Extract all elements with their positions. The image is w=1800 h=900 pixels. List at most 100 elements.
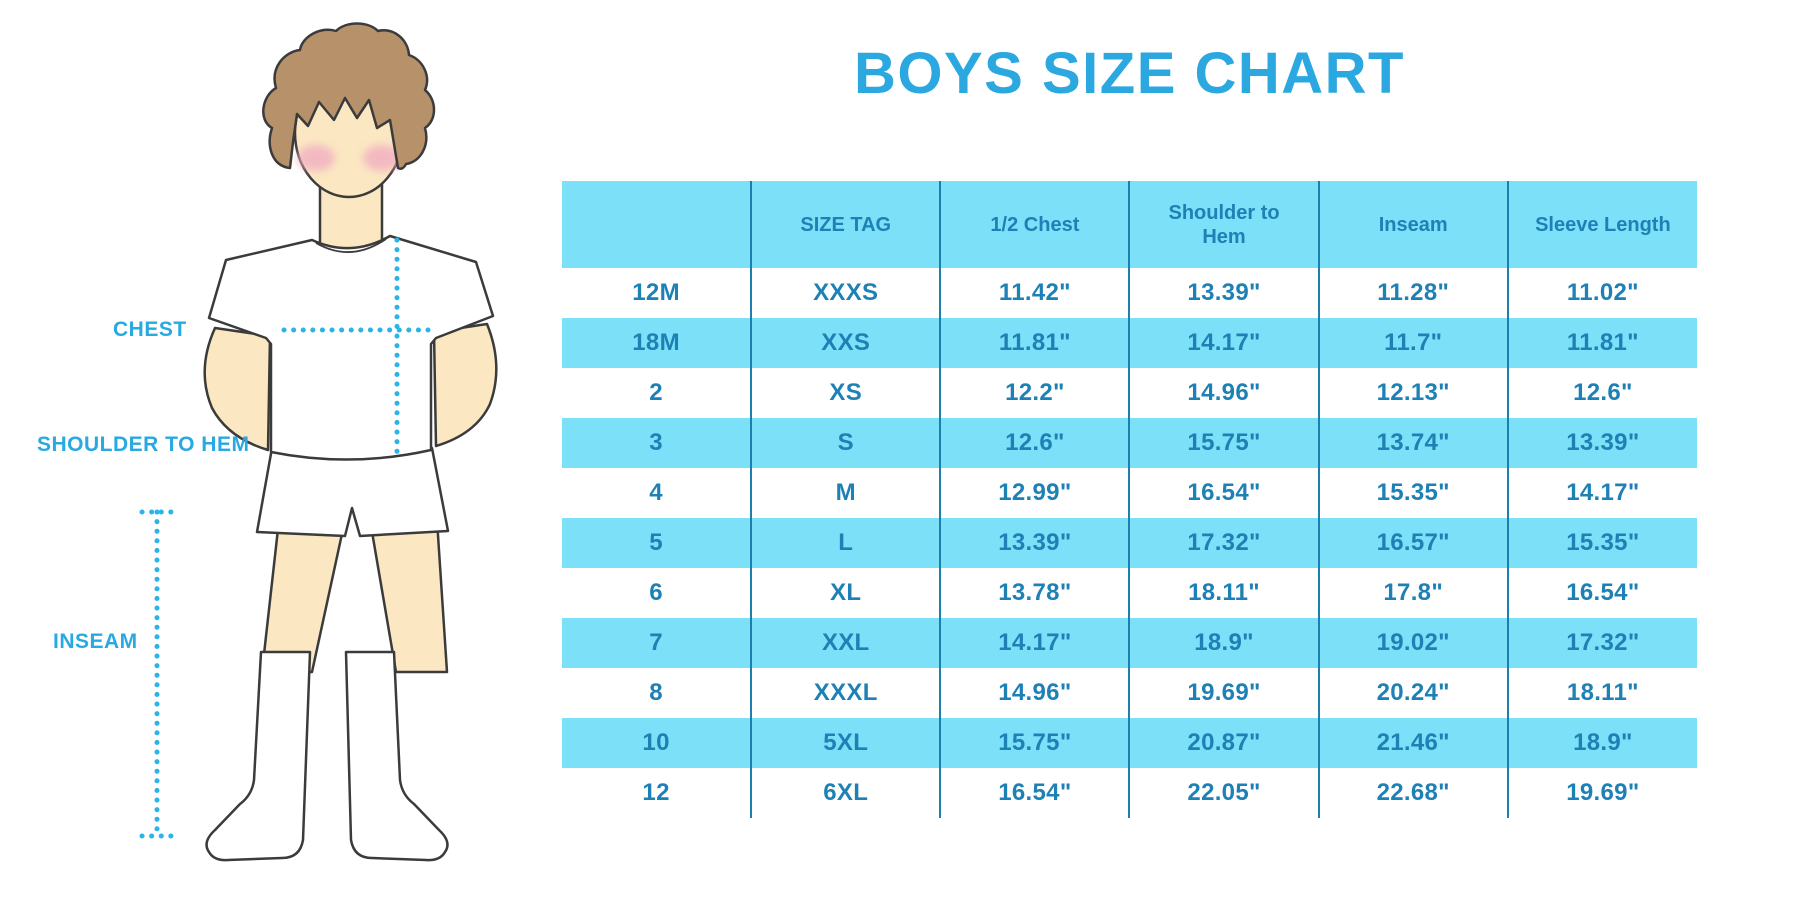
boy-shorts (255, 446, 450, 538)
cell-size-tag: XS (750, 368, 941, 418)
cell-size-tag: XXXL (750, 668, 941, 718)
cell-half-chest: 14.17" (939, 618, 1130, 668)
cell-inseam: 16.57" (1317, 518, 1508, 568)
boy-left-sock (205, 650, 312, 862)
cell-shoulder-to-hem: 14.96" (1128, 368, 1319, 418)
boy-figure-drawing (139, 22, 498, 862)
cell-sleeve-length: 18.11" (1506, 668, 1697, 718)
cell-size-tag: XL (750, 568, 941, 618)
cell-age: 8 (649, 679, 663, 706)
cell-half-chest: 11.42" (939, 268, 1130, 318)
shoulder-to-hem-label: SHOULDER TO HEM (37, 433, 250, 456)
cell-shoulder-to-hem: 19.69" (1128, 668, 1319, 718)
cell-shoulder-to-hem: 18.9" (1128, 618, 1319, 668)
cell-size-tag: M (750, 468, 941, 518)
cell-sleeve-length: 17.32" (1506, 618, 1697, 668)
table-row-3: 3 S 12.6" 15.75" 13.74" 13.39" (562, 418, 1697, 468)
size-table: SIZE TAG 1/2 Chest Shoulder to Hem Insea… (562, 181, 1697, 818)
cell-sleeve-length: 18.9" (1506, 718, 1697, 768)
cell-sleeve-length: 14.17" (1506, 468, 1697, 518)
cell-inseam: 11.28" (1317, 268, 1508, 318)
inseam-label: INSEAM (53, 630, 138, 653)
cell-sleeve-length: 13.39" (1506, 418, 1697, 468)
cell-half-chest: 12.2" (939, 368, 1130, 418)
size-table-header: SIZE TAG 1/2 Chest Shoulder to Hem Insea… (562, 181, 1697, 268)
table-row-7: 7 XXL 14.17" 18.9" 19.02" 17.32" (562, 618, 1697, 668)
cell-age: 18M (632, 329, 680, 356)
cell-half-chest: 13.78" (939, 568, 1130, 618)
chest-label: CHEST (113, 318, 187, 341)
cell-half-chest: 14.96" (939, 668, 1130, 718)
cell-shoulder-to-hem: 14.17" (1128, 318, 1319, 368)
table-row-2: 2 XS 12.2" 14.96" 12.13" 12.6" (562, 368, 1697, 418)
cell-shoulder-to-hem: 16.54" (1128, 468, 1319, 518)
boy-tshirt-collar (315, 238, 387, 253)
cell-age: 5 (649, 529, 663, 556)
boy-tshirt (207, 234, 495, 461)
cell-sleeve-length: 19.69" (1506, 768, 1697, 818)
cell-shoulder-to-hem: 18.11" (1128, 568, 1319, 618)
table-row-12m: 12M XXXS 11.42" 13.39" 11.28" 11.02" (562, 268, 1697, 318)
cell-size-tag: XXXS (750, 268, 941, 318)
cell-age: 12M (632, 279, 680, 306)
cell-size-tag: 5XL (750, 718, 941, 768)
header-inseam: Inseam (1317, 181, 1508, 268)
table-row-6: 6 XL 13.78" 18.11" 17.8" 16.54" (562, 568, 1697, 618)
cell-inseam: 22.68" (1317, 768, 1508, 818)
cell-age: 3 (649, 429, 663, 456)
cell-shoulder-to-hem: 15.75" (1128, 418, 1319, 468)
cell-size-tag: S (750, 418, 941, 468)
table-row-5: 5 L 13.39" 17.32" 16.57" 15.35" (562, 518, 1697, 568)
cell-sleeve-length: 11.02" (1506, 268, 1697, 318)
table-row-8: 8 XXXL 14.96" 19.69" 20.24" 18.11" (562, 668, 1697, 718)
cell-half-chest: 11.81" (939, 318, 1130, 368)
page-title: BOYS SIZE CHART (854, 41, 1405, 106)
header-row: SIZE TAG 1/2 Chest Shoulder to Hem Insea… (562, 181, 1697, 268)
cell-shoulder-to-hem: 13.39" (1128, 268, 1319, 318)
cell-size-tag: 6XL (750, 768, 941, 818)
cell-inseam: 12.13" (1317, 368, 1508, 418)
boy-left-blush (297, 145, 335, 171)
header-blank (562, 181, 751, 268)
cell-sleeve-length: 15.35" (1506, 518, 1697, 568)
boy-right-arm (432, 322, 498, 448)
cell-size-tag: L (750, 518, 941, 568)
boy-hair (262, 22, 436, 171)
boy-measurement-illustration: CHEST SHOULDER TO HEM INSEAM (0, 0, 540, 900)
cell-half-chest: 16.54" (939, 768, 1130, 818)
table-row-18m: 18M XXS 11.81" 14.17" 11.7" 11.81" (562, 318, 1697, 368)
cell-half-chest: 12.99" (939, 468, 1130, 518)
cell-half-chest: 12.6" (939, 418, 1130, 468)
cell-age: 12 (642, 779, 670, 806)
header-shoulder-to-hem: Shoulder to Hem (1128, 181, 1319, 268)
cell-sleeve-length: 16.54" (1506, 568, 1697, 618)
cell-inseam: 13.74" (1317, 418, 1508, 468)
cell-sleeve-length: 11.81" (1506, 318, 1697, 368)
cell-age: 6 (649, 579, 663, 606)
cell-age: 2 (649, 379, 663, 406)
cell-age: 7 (649, 629, 663, 656)
boy-left-leg (260, 518, 347, 674)
cell-age: 10 (642, 729, 670, 756)
cell-half-chest: 15.75" (939, 718, 1130, 768)
boy-right-blush (363, 145, 401, 171)
cell-inseam: 17.8" (1317, 568, 1508, 618)
boy-right-sock (344, 650, 449, 862)
cell-inseam: 11.7" (1317, 318, 1508, 368)
table-row-10: 10 5XL 15.75" 20.87" 21.46" 18.9" (562, 718, 1697, 768)
cell-shoulder-to-hem: 17.32" (1128, 518, 1319, 568)
cell-inseam: 19.02" (1317, 618, 1508, 668)
cell-shoulder-to-hem: 20.87" (1128, 718, 1319, 768)
cell-inseam: 15.35" (1317, 468, 1508, 518)
size-table-body: 12M XXXS 11.42" 13.39" 11.28" 11.02" 18M… (562, 268, 1697, 818)
table-row-12: 12 6XL 16.54" 22.05" 22.68" 19.69" (562, 768, 1697, 818)
header-half-chest: 1/2 Chest (939, 181, 1130, 268)
cell-size-tag: XXS (750, 318, 941, 368)
table-row-4: 4 M 12.99" 16.54" 15.35" 14.17" (562, 468, 1697, 518)
header-size-tag: SIZE TAG (750, 181, 941, 268)
cell-inseam: 21.46" (1317, 718, 1508, 768)
boy-right-leg (368, 518, 449, 674)
header-sleeve-length: Sleeve Length (1506, 181, 1697, 268)
cell-sleeve-length: 12.6" (1506, 368, 1697, 418)
cell-age: 4 (649, 479, 663, 506)
